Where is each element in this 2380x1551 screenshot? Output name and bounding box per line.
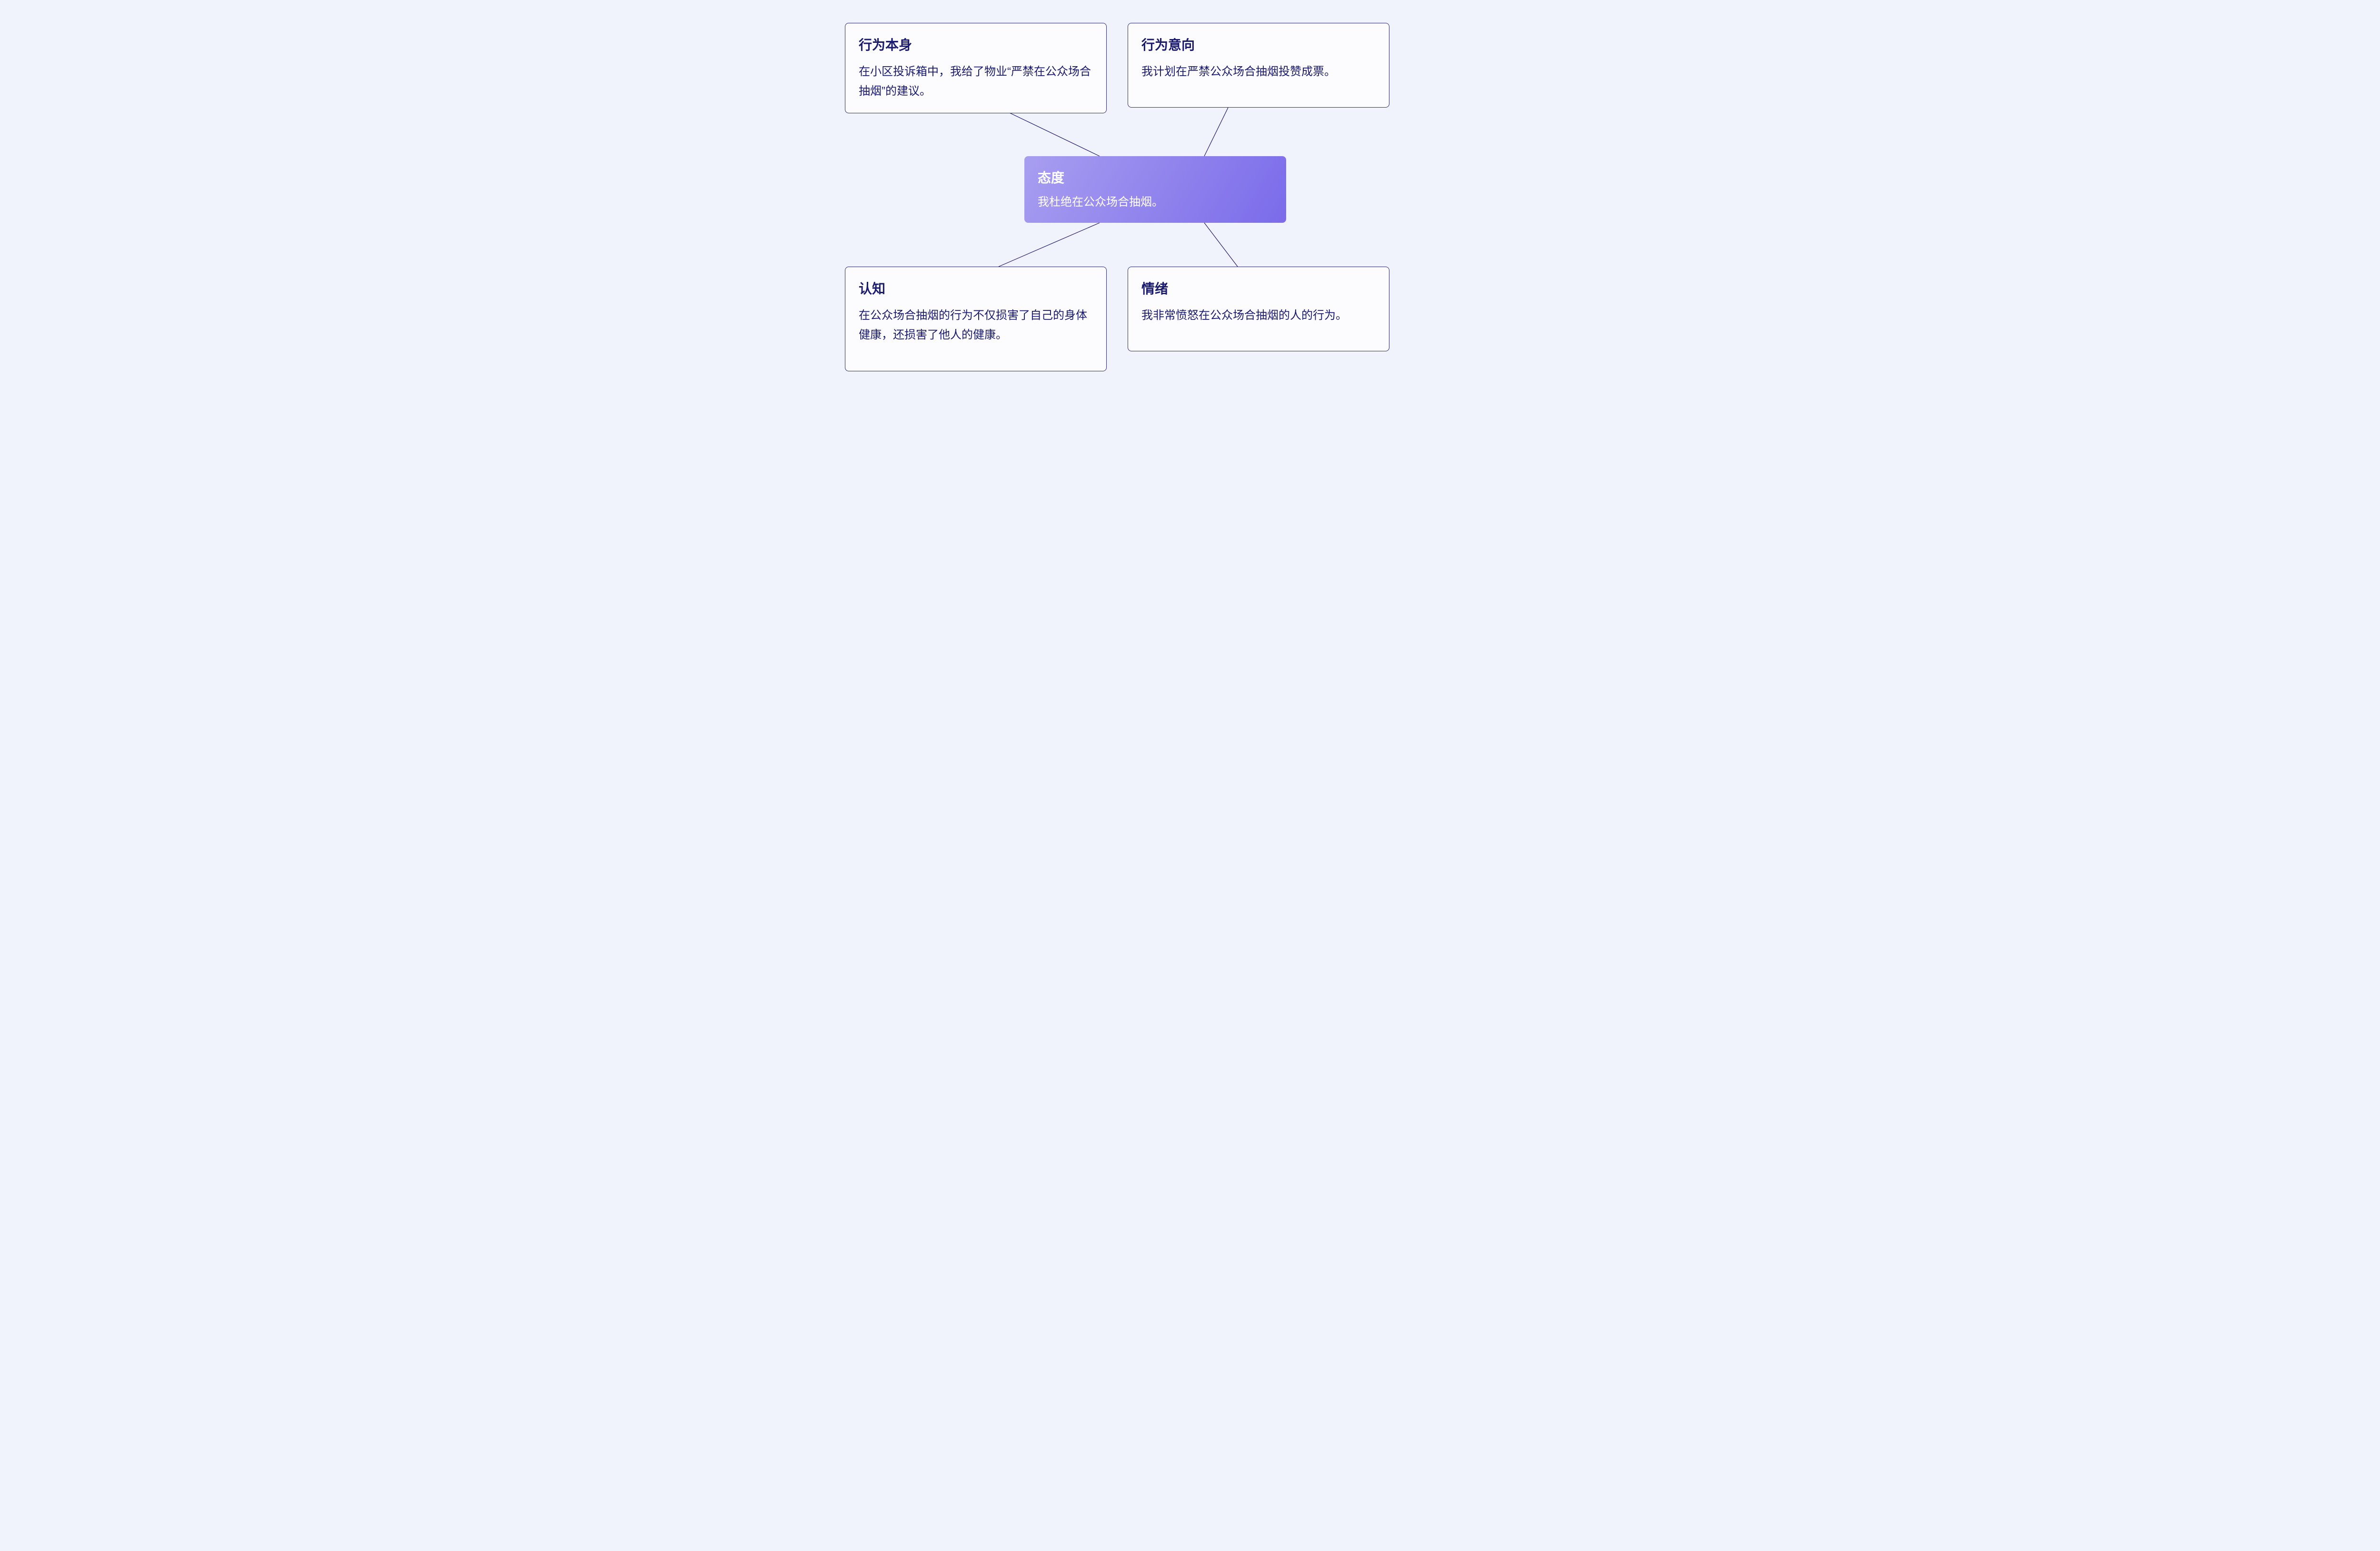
node-emotion: 情绪 我非常愤怒在公众场合抽烟的人的行为。 [1128, 267, 1389, 351]
node-cognition: 认知 在公众场合抽烟的行为不仅损害了自己的身体健康，还损害了他人的健康。 [845, 267, 1107, 371]
node-body: 我非常愤怒在公众场合抽烟的人的行为。 [1141, 306, 1376, 326]
center-title: 态度 [1038, 168, 1273, 187]
node-behavior: 行为本身 在小区投诉箱中，我给了物业“严禁在公众场合抽烟”的建议。 [845, 23, 1107, 113]
node-body: 在小区投诉箱中，我给了物业“严禁在公众场合抽烟”的建议。 [859, 62, 1093, 101]
node-title: 情绪 [1141, 278, 1376, 298]
node-body: 我计划在严禁公众场合抽烟投赞成票。 [1141, 62, 1376, 82]
center-node-attitude: 态度 我杜绝在公众场合抽烟。 [1024, 156, 1286, 223]
node-title: 行为意向 [1141, 35, 1376, 54]
node-body: 在公众场合抽烟的行为不仅损害了自己的身体健康，还损害了他人的健康。 [859, 306, 1093, 345]
center-body: 我杜绝在公众场合抽烟。 [1038, 193, 1273, 211]
node-title: 认知 [859, 278, 1093, 298]
node-title: 行为本身 [859, 35, 1093, 54]
edge-tl [999, 108, 1100, 156]
edge-tr [1204, 108, 1228, 156]
edge-br [1204, 223, 1238, 267]
node-intention: 行为意向 我计划在严禁公众场合抽烟投赞成票。 [1128, 23, 1389, 108]
edge-bl [999, 223, 1100, 267]
diagram-canvas: 态度 我杜绝在公众场合抽烟。 行为本身 在小区投诉箱中，我给了物业“严禁在公众场… [819, 0, 1561, 395]
